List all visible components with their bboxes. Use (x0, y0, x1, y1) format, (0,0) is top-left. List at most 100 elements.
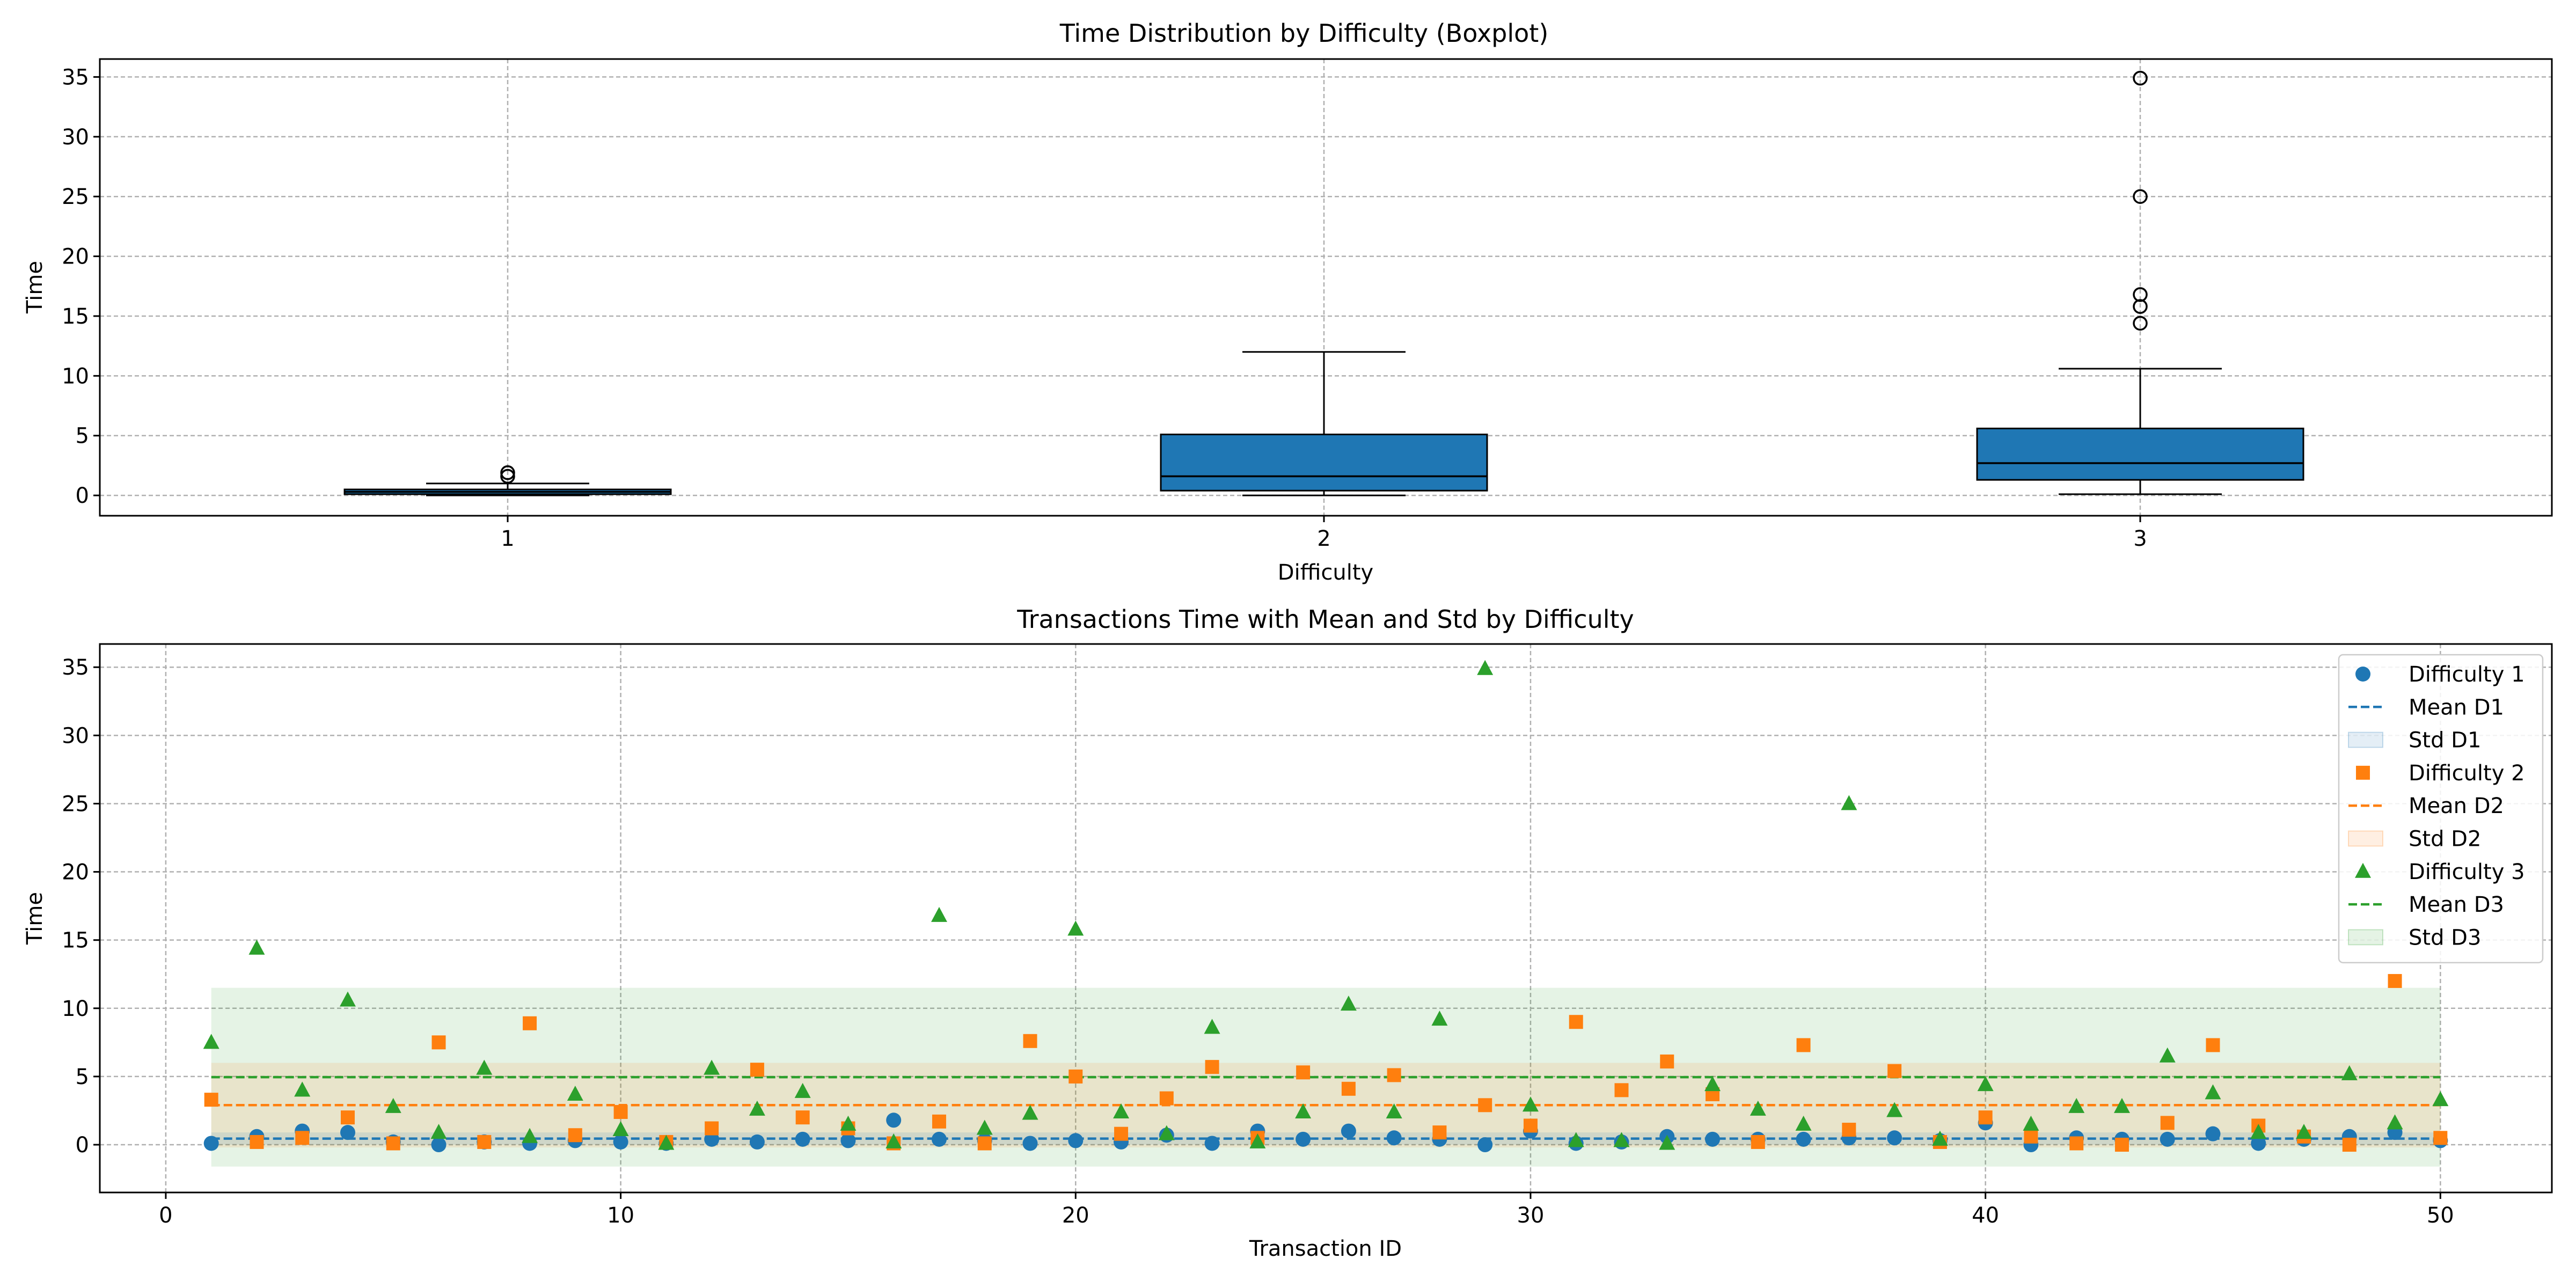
data-point-d3 (1704, 1076, 1721, 1092)
data-point-d3 (1386, 1103, 1402, 1119)
data-point-d3 (1477, 660, 1494, 675)
data-point-d3 (1295, 1103, 1312, 1119)
box-outlier-point (2133, 70, 2148, 86)
box-difficulty-1 (343, 465, 672, 496)
scatter-y-tick-label: 10 (62, 997, 89, 1021)
data-point-d1 (1022, 1136, 1038, 1151)
boxplot-x-tick-label: 3 (2133, 526, 2147, 551)
boxplot-y-tick-label: 30 (62, 125, 89, 150)
data-point-d3 (1067, 920, 1084, 936)
legend-label-mean-d3: Mean D3 (2409, 892, 2504, 917)
data-point-d3 (2113, 1097, 2130, 1113)
data-point-d2 (2069, 1136, 2084, 1151)
data-point-d2 (1023, 1034, 1037, 1048)
boxplot-x-tick-label: 2 (1317, 526, 1330, 551)
data-point-d3 (522, 1128, 538, 1143)
data-point-d2 (795, 1110, 810, 1125)
data-point-d3 (1886, 1102, 1903, 1117)
scatter-x-tick-label: 10 (607, 1203, 634, 1228)
data-point-d3 (2250, 1124, 2267, 1139)
data-point-d3 (2068, 1097, 2085, 1113)
data-point-d3 (294, 1081, 311, 1097)
data-point-d3 (339, 991, 356, 1007)
data-point-d3 (704, 1059, 720, 1075)
data-point-d1 (886, 1113, 902, 1128)
scatter-x-ticks: 0 10 20 30 40 50 (159, 1192, 2454, 1228)
scatter-title: Transactions Time with Mean and Std by D… (1016, 605, 1634, 634)
data-point-d2 (523, 1016, 537, 1030)
scatter-x-axis-label: Transaction ID (1249, 1236, 1402, 1261)
data-point-d2 (705, 1121, 719, 1136)
boxplot-x-ticks: 1 2 3 (501, 516, 2147, 551)
scatter-y-ticks: 0 5 10 15 20 25 30 35 (62, 655, 100, 1158)
scatter-x-tick-label: 0 (159, 1203, 172, 1228)
data-point-d2 (613, 1105, 628, 1119)
data-point-d3 (1841, 795, 1857, 810)
data-point-d3 (840, 1115, 857, 1131)
data-point-d1 (749, 1134, 765, 1150)
boxplot-axes-frame (99, 58, 2553, 517)
scatter-panel: Transactions Time with Mean and Std by D… (23, 605, 2553, 1261)
data-point-d2 (1887, 1064, 1902, 1078)
scatter-y-tick-label: 35 (62, 655, 89, 680)
data-point-d3 (2205, 1084, 2221, 1100)
data-point-d3 (248, 939, 265, 955)
data-point-d3 (1022, 1104, 1038, 1120)
data-point-d3 (385, 1097, 401, 1113)
data-point-d3 (2387, 1114, 2403, 1130)
scatter-y-axis-label: Time (23, 892, 47, 945)
data-point-d1 (795, 1131, 810, 1147)
data-point-d1 (2251, 1136, 2266, 1151)
data-point-d2 (1796, 1038, 1811, 1052)
scatter-y-tick-label: 20 (62, 860, 89, 885)
scatter-points (203, 660, 2449, 1153)
boxplot-y-tick-label: 0 (76, 484, 89, 508)
boxplot-boxes (343, 70, 2304, 496)
data-point-d2 (386, 1136, 400, 1151)
data-point-d2 (1978, 1110, 1993, 1125)
box-outlier-point (2133, 316, 2148, 331)
legend-label-difficulty-3: Difficulty 3 (2409, 860, 2525, 884)
data-point-d2 (2160, 1116, 2175, 1130)
data-point-d1 (1386, 1130, 1402, 1146)
scatter-legend: Difficulty 1 Mean D1 Std D1 Difficulty 2 Mea… (2338, 654, 2544, 963)
data-point-d3 (1249, 1133, 1266, 1148)
legend-label-std-d3: Std D3 (2409, 925, 2481, 950)
data-point-d2 (1614, 1083, 1629, 1097)
boxplot-y-tick-label: 25 (62, 185, 89, 209)
data-point-d1 (203, 1136, 219, 1151)
data-point-d3 (476, 1059, 493, 1075)
data-point-d2 (1751, 1135, 1765, 1149)
data-point-d3 (658, 1135, 675, 1150)
scatter-x-tick-label: 40 (1972, 1203, 1999, 1228)
data-point-d2 (750, 1063, 764, 1077)
data-point-d3 (1613, 1132, 1630, 1147)
data-point-d1 (1796, 1131, 1811, 1147)
boxplot-y-tick-label: 5 (76, 424, 89, 449)
data-point-d1 (2205, 1126, 2221, 1141)
data-point-d2 (1069, 1069, 1083, 1084)
scatter-x-tick-label: 20 (1062, 1203, 1089, 1228)
boxplot-title: Time Distribution by Difficulty (Boxplot… (1059, 19, 1549, 48)
data-point-d2 (250, 1135, 264, 1149)
data-point-d1 (431, 1137, 447, 1153)
data-point-d2 (932, 1114, 946, 1129)
data-point-d3 (567, 1085, 583, 1101)
data-point-d1 (931, 1131, 947, 1147)
data-point-d2 (2114, 1138, 2129, 1152)
data-point-d3 (2159, 1047, 2176, 1063)
data-point-d2 (1387, 1068, 1401, 1082)
legend-marker-difficulty-1 (2355, 667, 2370, 682)
boxplot-y-tick-label: 20 (62, 245, 89, 269)
data-point-d1 (704, 1131, 720, 1147)
data-point-d3 (430, 1124, 447, 1139)
data-point-d1 (1204, 1136, 1220, 1151)
data-point-d1 (1341, 1123, 1356, 1139)
data-point-d2 (204, 1093, 218, 1107)
scatter-x-tick-label: 50 (2427, 1203, 2454, 1228)
legend-marker-std-d3 (2348, 929, 2383, 946)
data-point-d2 (1432, 1125, 1447, 1140)
box-outlier-point (2133, 287, 2148, 302)
data-point-d3 (203, 1034, 219, 1049)
